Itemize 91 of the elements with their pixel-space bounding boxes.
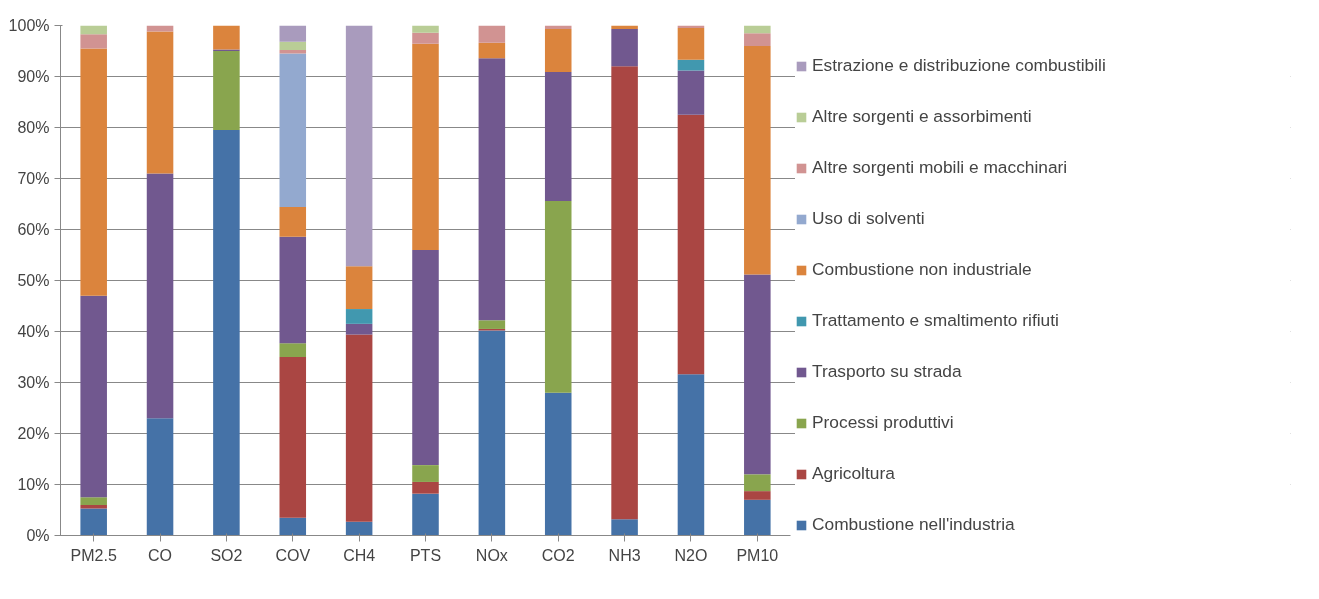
y-tick-label: 0% bbox=[26, 527, 50, 544]
legend-label: Trattamento e smaltimento rifiuti bbox=[812, 310, 1060, 331]
bar bbox=[345, 25, 373, 267]
bar bbox=[279, 343, 307, 357]
y-tick-label: 60% bbox=[17, 221, 50, 238]
bar bbox=[744, 499, 771, 536]
y-tick-label: 70% bbox=[17, 170, 50, 187]
bar bbox=[744, 25, 771, 34]
bar bbox=[412, 32, 439, 44]
x-tick-label: N2O bbox=[674, 546, 708, 564]
bar bbox=[412, 25, 439, 33]
bar bbox=[544, 200, 572, 393]
bar bbox=[677, 59, 705, 71]
legend-label: Uso di solventi bbox=[812, 208, 926, 229]
x-tick-label: PTS bbox=[409, 546, 442, 564]
bar bbox=[412, 493, 439, 536]
bar bbox=[279, 207, 307, 237]
bar bbox=[80, 34, 107, 49]
bar bbox=[544, 71, 572, 201]
legend-label: Altre sorgenti mobili e macchinari bbox=[812, 157, 1069, 178]
bar bbox=[345, 323, 373, 335]
bar bbox=[677, 114, 705, 375]
legend-label: Combustione nell'industria bbox=[812, 514, 1016, 535]
bar bbox=[213, 130, 240, 536]
x-tick-label: COV bbox=[275, 546, 311, 564]
bar bbox=[146, 25, 174, 32]
bar bbox=[744, 491, 771, 500]
bar bbox=[544, 392, 572, 536]
legend-label: Estrazione e distribuzione combustibili bbox=[812, 55, 1107, 76]
bar bbox=[213, 25, 240, 50]
bar bbox=[279, 517, 307, 536]
bar bbox=[611, 66, 638, 520]
bar bbox=[146, 31, 174, 174]
bar bbox=[611, 519, 638, 536]
x-tick-label: PM10 bbox=[736, 546, 779, 564]
bar bbox=[478, 25, 506, 43]
bar bbox=[677, 374, 705, 536]
bar bbox=[478, 58, 506, 321]
x-tick-label: NH3 bbox=[608, 546, 641, 564]
x-tick-label: CH4 bbox=[343, 546, 376, 564]
bar bbox=[80, 497, 107, 505]
y-tick-label: 10% bbox=[17, 476, 50, 493]
bar bbox=[544, 29, 572, 72]
legend-label: Processi produttivi bbox=[812, 412, 955, 433]
bar bbox=[744, 474, 771, 492]
bar bbox=[412, 249, 439, 466]
bar bbox=[345, 334, 373, 522]
bar bbox=[279, 357, 307, 518]
y-tick-label: 80% bbox=[17, 119, 50, 136]
bar bbox=[412, 465, 439, 482]
bar bbox=[279, 25, 307, 42]
bar bbox=[279, 53, 307, 208]
bar bbox=[213, 51, 240, 131]
bar bbox=[478, 330, 506, 536]
x-tick-label: CO bbox=[148, 546, 173, 564]
y-tick-label: 50% bbox=[17, 272, 50, 289]
x-tick-label: NOx bbox=[475, 546, 508, 564]
bar bbox=[744, 33, 771, 46]
bar bbox=[80, 295, 107, 498]
bar bbox=[80, 48, 107, 296]
bar bbox=[279, 49, 307, 54]
bar bbox=[345, 309, 373, 324]
bar bbox=[478, 320, 506, 329]
bar bbox=[146, 173, 174, 419]
y-tick-label: 100% bbox=[8, 17, 50, 34]
x-tick-label: PM2.5 bbox=[70, 546, 117, 564]
x-tick-label: SO2 bbox=[210, 546, 243, 564]
bar bbox=[279, 236, 307, 344]
bar bbox=[345, 521, 373, 536]
bar bbox=[677, 70, 705, 115]
bar bbox=[412, 481, 439, 494]
y-tick-label: 40% bbox=[17, 323, 50, 340]
bar bbox=[80, 508, 107, 536]
bar bbox=[345, 266, 373, 310]
bar bbox=[478, 42, 506, 59]
bar bbox=[677, 28, 705, 60]
bar bbox=[412, 43, 439, 250]
bar bbox=[279, 41, 307, 50]
legend-label: Trasporto su strada bbox=[812, 361, 963, 382]
legend-label: Altre sorgenti e assorbimenti bbox=[812, 106, 1033, 127]
bar bbox=[744, 274, 771, 475]
y-tick-label: 30% bbox=[17, 374, 50, 391]
y-tick-label: 20% bbox=[17, 425, 50, 442]
bar bbox=[611, 29, 638, 67]
legend-label: Agricoltura bbox=[812, 463, 896, 484]
x-tick-label: CO2 bbox=[541, 546, 575, 564]
bar bbox=[146, 418, 174, 536]
legend-label: Combustione non industriale bbox=[812, 259, 1033, 280]
bar bbox=[744, 45, 771, 275]
y-tick-label: 90% bbox=[17, 68, 50, 85]
bar bbox=[80, 25, 107, 35]
